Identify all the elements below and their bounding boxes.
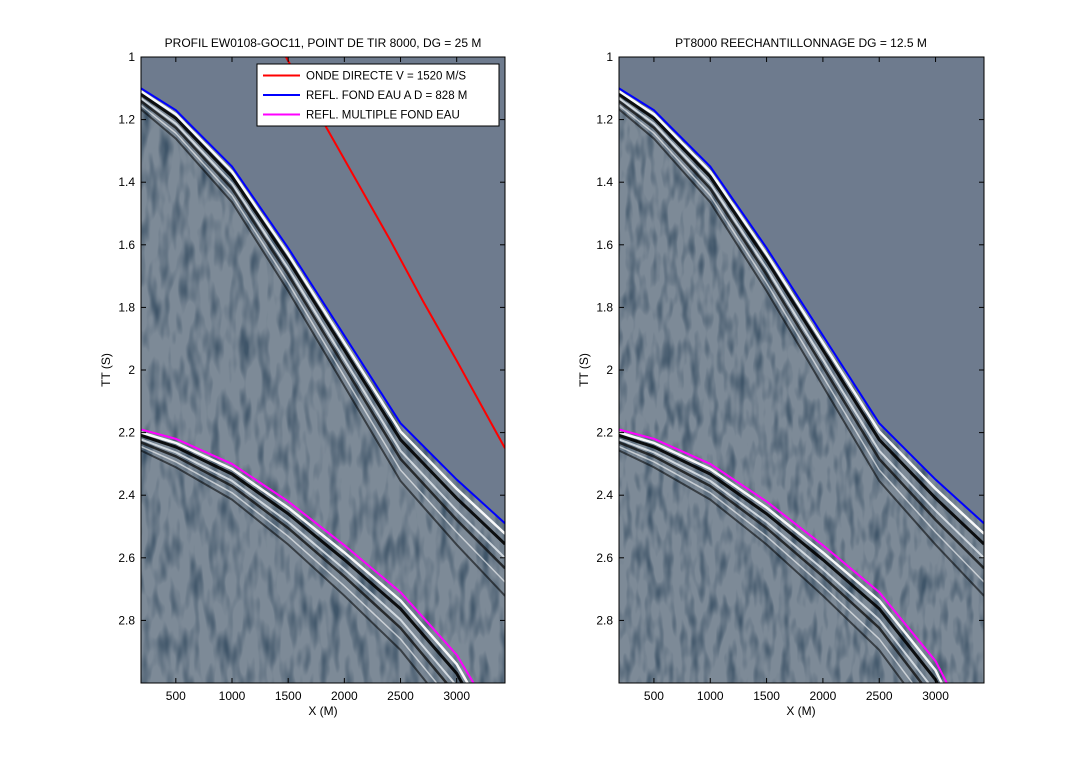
- legend-label-direct-wave: ONDE DIRECTE V = 1520 M/S: [306, 71, 466, 83]
- y-tick-label: 1.6: [118, 238, 135, 252]
- x-tick-label: 1500: [753, 689, 780, 703]
- multiple-reflection-band-5: [141, 449, 429, 683]
- reflection-bands-left: [141, 90, 505, 683]
- y-tick-label: 2.8: [596, 613, 613, 627]
- y-tick-label: 1.6: [596, 238, 613, 252]
- x-tick-label: 2500: [866, 689, 893, 703]
- multiple-reflection-line-left: [141, 428, 475, 683]
- x-tick-label: 2000: [810, 689, 837, 703]
- y-ticks-left: 1 1.2 1.4 1.6 1.8 2 2.2 2.4 2.6 2.8: [118, 50, 505, 627]
- x-tick-label: 500: [166, 689, 186, 703]
- y-tick-label: 1: [606, 50, 613, 64]
- x-tick-label: 3000: [922, 689, 949, 703]
- y-tick-label: 2.6: [596, 551, 613, 565]
- multiple-reflection-band-2: [619, 438, 930, 683]
- reflection-bands-right: [619, 90, 984, 683]
- panel-right: PT8000 REECHANTILLONNAGE DG = 12.5 M 500…: [577, 36, 985, 718]
- seafloor-reflection-band-3: [141, 100, 505, 570]
- x-tick-label: 1000: [697, 689, 724, 703]
- y-tick-label: 2.4: [596, 488, 613, 502]
- multiple-reflection-band-1: [619, 434, 939, 683]
- multiple-reflection-band-3: [141, 441, 449, 683]
- y-tick-label: 2: [128, 363, 135, 377]
- multiple-reflection-band-0: [141, 431, 470, 683]
- y-tick-label: 2.2: [118, 426, 135, 440]
- x-tick-label: 2000: [331, 689, 358, 703]
- seafloor-reflection-band-4: [619, 104, 984, 583]
- series-lines-right: [619, 87, 984, 683]
- x-tick-label: 3000: [443, 689, 470, 703]
- y-tick-label: 2.6: [118, 551, 135, 565]
- x-tick-label: 500: [644, 689, 664, 703]
- x-tick-label: 1500: [275, 689, 302, 703]
- x-axis-label-left: X (M): [308, 704, 337, 718]
- y-tick-label: 1.8: [118, 300, 135, 314]
- y-tick-label: 1.2: [596, 113, 613, 127]
- multiple-reflection-band-3: [619, 441, 924, 683]
- seafloor-reflection-band-2: [619, 97, 984, 559]
- seafloor-reflection-line-left: [141, 87, 505, 525]
- multiple-reflection-line-right: [619, 428, 948, 683]
- legend-label-multiple: REFL. MULTIPLE FOND EAU: [306, 110, 460, 122]
- y-tick-label: 2.8: [118, 613, 135, 627]
- panel-left: PROFIL EW0108-GOC11, POINT DE TIR 8000, …: [99, 36, 506, 718]
- multiple-reflection-band-4: [619, 445, 914, 683]
- seafloor-reflection-band-5: [619, 108, 984, 597]
- y-ticks-right: 1 1.2 1.4 1.6 1.8 2 2.2 2.4 2.6 2.8: [596, 50, 984, 627]
- multiple-reflection-band-5: [619, 449, 905, 683]
- x-tick-label: 1000: [219, 689, 246, 703]
- seafloor-reflection-band-0: [141, 90, 505, 535]
- legend-label-seafloor: REFL. FOND EAU A D = 828 M: [306, 90, 467, 102]
- seafloor-reflection-band-1: [141, 93, 505, 546]
- multiple-reflection-band-1: [141, 434, 464, 683]
- y-tick-label: 1.2: [118, 113, 135, 127]
- y-tick-label: 2: [606, 363, 613, 377]
- y-tick-label: 1: [128, 50, 135, 64]
- multiple-reflection-band-0: [619, 431, 944, 683]
- seafloor-reflection-band-4: [141, 104, 505, 583]
- seafloor-reflection-band-0: [619, 90, 984, 535]
- y-axis-label-left: TT (S): [99, 353, 113, 387]
- multiple-reflection-band-4: [141, 445, 438, 683]
- seafloor-reflection-band-1: [619, 93, 984, 546]
- x-axis-label-right: X (M): [786, 704, 815, 718]
- seafloor-reflection-band-5: [141, 108, 505, 597]
- legend: ONDE DIRECTE V = 1520 M/S REFL. FOND EAU…: [256, 63, 500, 127]
- y-tick-label: 1.4: [118, 175, 135, 189]
- y-tick-label: 1.4: [596, 175, 613, 189]
- chart-title-left: PROFIL EW0108-GOC11, POINT DE TIR 8000, …: [165, 36, 482, 50]
- multiple-reflection-band-2: [141, 438, 456, 683]
- x-ticks-left: 500 1000 1500 2000 2500 3000: [166, 57, 470, 703]
- x-ticks-right: 500 1000 1500 2000 2500 3000: [644, 57, 949, 703]
- seafloor-reflection-line-right: [619, 87, 984, 525]
- y-tick-label: 1.8: [596, 300, 613, 314]
- y-axis-label-right: TT (S): [577, 353, 591, 387]
- seafloor-reflection-band-3: [619, 100, 984, 570]
- seafloor-reflection-band-2: [141, 97, 505, 559]
- chart-title-right: PT8000 REECHANTILLONNAGE DG = 12.5 M: [675, 36, 927, 50]
- y-tick-label: 2.4: [118, 488, 135, 502]
- x-tick-label: 2500: [387, 689, 414, 703]
- y-tick-label: 2.2: [596, 426, 613, 440]
